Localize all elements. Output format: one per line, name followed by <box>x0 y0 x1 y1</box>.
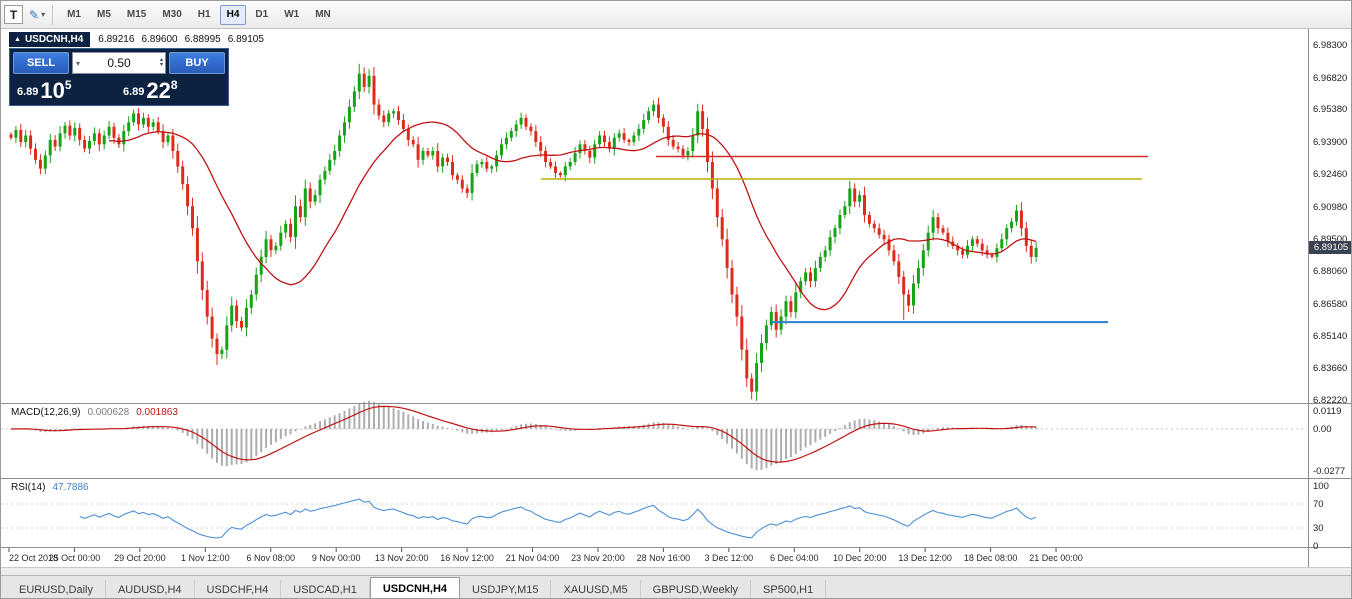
time-axis-label: 16 Nov 12:00 <box>440 553 494 563</box>
time-axis-label: 3 Dec 12:00 <box>704 553 754 563</box>
chart-tab-eurusd[interactable]: EURUSD,Daily <box>7 580 106 598</box>
timeframe-button-mn[interactable]: MN <box>308 5 338 25</box>
time-axis-label: 21 Nov 04:00 <box>505 553 560 563</box>
chart-tab-bar: EURUSD,Daily AUDUSD,H4 USDCHF,H4 USDCAD,H1 U… <box>1 575 1351 598</box>
time-axis[interactable]: 22 Oct 2018 25 Oct 00:00 29 Oct 20:00 1 Nov… <box>1 548 1308 567</box>
sell-button[interactable]: SELL <box>13 52 69 74</box>
price-scale-label: 6.93900 <box>1313 137 1348 148</box>
time-axis-label: 10 Dec 20:00 <box>832 553 887 563</box>
time-axis-label: 13 Dec 12:00 <box>898 553 952 563</box>
buy-button[interactable]: BUY <box>169 52 225 74</box>
price-scale-label: 6.83660 <box>1313 363 1348 374</box>
time-axis-label: 1 Nov 12:00 <box>181 553 230 563</box>
volume-input[interactable]: ▾ 0.50 ▴ ▾ <box>72 52 166 74</box>
toolbar-separator <box>52 4 54 25</box>
timeframe-button-w1[interactable]: W1 <box>277 5 306 25</box>
time-axis-label: 23 Nov 20:00 <box>571 553 625 563</box>
sell-price[interactable]: 6.89 10 5 <box>13 77 119 102</box>
symbol-chip[interactable]: ▲ USDCNH,H4 <box>9 32 91 47</box>
timeframe-button-d1[interactable]: D1 <box>248 5 275 25</box>
timeframe-button-h1[interactable]: H1 <box>191 5 218 25</box>
timeframe-buttons-group: M1 M5 M15 M30 H1 H4 D1 W1 MN <box>60 4 338 25</box>
time-axis-label: 22 Oct 2018 <box>9 553 59 563</box>
time-axis-label: 25 Oct 00:00 <box>48 553 101 563</box>
pointer-tool-icon[interactable]: ✎ ▾ <box>29 8 45 22</box>
volume-dropdown-icon[interactable]: ▾ <box>76 58 81 68</box>
sell-price-small: 6.89 <box>17 86 39 98</box>
timeframes-toolbar: T ✎ ▾ M1 M5 M15 M30 H1 H4 D1 W1 MN <box>1 1 1351 29</box>
high-value: 6.89600 <box>141 34 178 45</box>
rsi-scale-label: 30 <box>1313 523 1324 534</box>
spin-down-icon[interactable]: ▾ <box>159 62 163 68</box>
price-scale-label: 6.96820 <box>1313 73 1348 84</box>
toolbar-handle[interactable]: T <box>4 5 23 24</box>
time-axis-label: 6 Nov 08:00 <box>246 553 296 563</box>
price-scale-label: 6.98300 <box>1313 40 1348 51</box>
pen-icon: ✎ <box>29 7 40 22</box>
price-scale-label: 6.90980 <box>1313 202 1348 213</box>
buy-price-sup: 8 <box>170 78 178 92</box>
price-scale-label: 6.92460 <box>1313 169 1348 180</box>
timeframe-button-h4[interactable]: H4 <box>219 4 247 25</box>
time-axis-label: 13 Nov 20:00 <box>374 553 429 563</box>
low-value: 6.88995 <box>184 34 221 45</box>
horizontal-scroll-strip[interactable] <box>1 567 1351 575</box>
chart-window: ▲ USDCNH,H4 6.89216 6.89600 6.88995 6.89… <box>1 29 1352 567</box>
buy-price[interactable]: 6.89 22 8 <box>119 77 225 102</box>
time-axis-label: 9 Nov 00:00 <box>311 553 361 563</box>
chart-tab-usdjpy[interactable]: USDJPY,M15 <box>460 580 552 598</box>
ohlc-readout: 6.89216 6.89600 6.88995 6.89105 <box>98 34 264 45</box>
open-value: 6.89216 <box>98 34 135 45</box>
price-scale-label: 6.95380 <box>1313 104 1348 115</box>
spin-up-icon[interactable]: ▴ <box>159 57 163 63</box>
price-scale-label: 6.86580 <box>1313 299 1348 310</box>
chart-header: ▲ USDCNH,H4 6.89216 6.89600 6.88995 6.89… <box>9 32 264 47</box>
rsi-scale-label: 70 <box>1313 499 1324 510</box>
macd-scale-label: 0.00 <box>1313 424 1332 435</box>
rsi-scale-label: 0 <box>1313 541 1319 552</box>
price-scale-label: 6.89500 <box>1313 234 1348 245</box>
chart-tab-gbpusd[interactable]: GBPUSD,Weekly <box>641 580 752 598</box>
time-axis-label: 28 Nov 16:00 <box>636 553 691 563</box>
price-scale-label: 6.85140 <box>1313 331 1348 342</box>
time-axis-label: 18 Dec 08:00 <box>963 553 1018 563</box>
chevron-down-icon: ▾ <box>41 10 46 19</box>
time-axis-label: 6 Dec 04:00 <box>769 553 819 563</box>
timeframe-button-m30[interactable]: M30 <box>155 5 188 25</box>
close-value: 6.89105 <box>227 34 264 45</box>
volume-value: 0.50 <box>107 56 131 70</box>
buy-price-small: 6.89 <box>123 86 145 98</box>
time-axis-label: 21 Dec 00:00 <box>1029 553 1083 563</box>
chart-tab-usdcnh[interactable]: USDCNH,H4 <box>369 577 461 598</box>
volume-spinner[interactable]: ▴ ▾ <box>159 57 163 68</box>
rsi-scale-label: 100 <box>1313 481 1329 492</box>
chart-tab-usdcad[interactable]: USDCAD,H1 <box>281 580 370 598</box>
timeframe-button-m1[interactable]: M1 <box>60 5 88 25</box>
macd-scale-label: 0.0119 <box>1313 406 1342 417</box>
sell-price-sup: 5 <box>64 78 72 92</box>
chart-canvas[interactable] <box>1 29 1352 567</box>
chart-tab-usdchf[interactable]: USDCHF,H4 <box>195 580 282 598</box>
buy-price-big: 22 <box>146 78 171 103</box>
one-click-trading-panel: SELL ▾ 0.50 ▴ ▾ BUY 6.89 10 5 <box>9 48 229 106</box>
price-scale-label: 6.82220 <box>1313 395 1348 406</box>
chart-tab-xauusd[interactable]: XAUUSD,M5 <box>551 580 641 598</box>
collapse-panel-icon[interactable]: ▲ <box>14 36 21 43</box>
sell-price-big: 10 <box>40 78 65 103</box>
symbol-period-label: USDCNH,H4 <box>24 34 84 45</box>
current-price-badge: 6.89105 <box>1309 241 1351 254</box>
time-axis-label: 29 Oct 20:00 <box>114 553 166 563</box>
timeframe-button-m15[interactable]: M15 <box>120 5 153 25</box>
price-scale-label: 6.88060 <box>1313 266 1348 277</box>
chart-tab-sp500[interactable]: SP500,H1 <box>751 580 827 598</box>
chart-tab-audusd[interactable]: AUDUSD,H4 <box>106 580 195 598</box>
timeframe-button-m5[interactable]: M5 <box>90 5 118 25</box>
price-scale[interactable]: 6.98300 6.96820 6.95380 6.93900 6.92460 6.909… <box>1308 29 1351 567</box>
macd-scale-label: -0.0277 <box>1313 466 1346 477</box>
